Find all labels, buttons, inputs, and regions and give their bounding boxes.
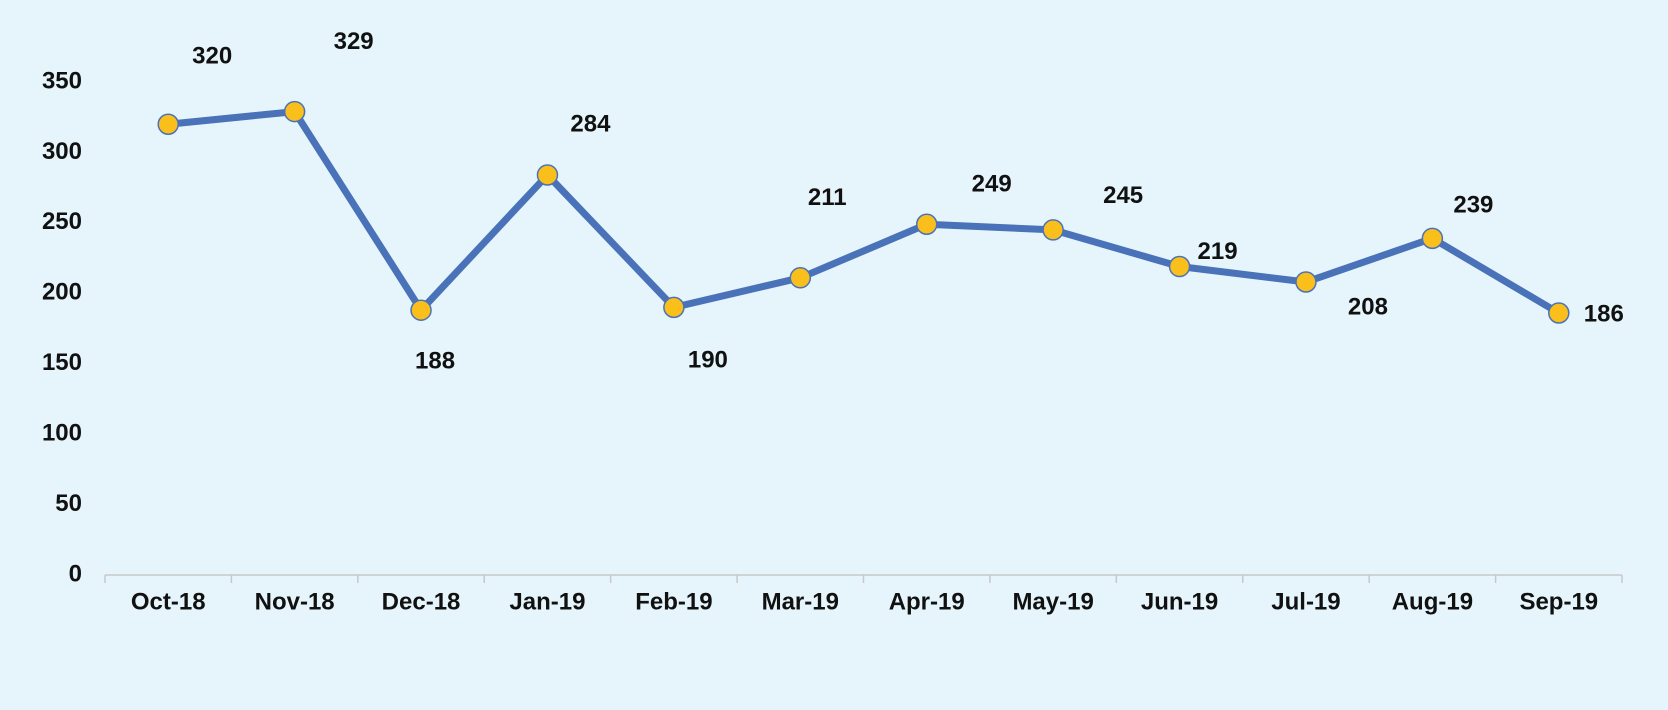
marker xyxy=(789,267,812,289)
x-tick-label: Oct-18 xyxy=(131,588,206,615)
x-tick-label: Apr-19 xyxy=(889,588,965,615)
y-tick-label: 0 xyxy=(69,560,82,587)
y-tick-label: 150 xyxy=(42,349,82,376)
x-tick-label: May-19 xyxy=(1012,588,1093,615)
data-label: 190 xyxy=(688,347,728,374)
data-label: 245 xyxy=(1103,182,1143,209)
marker xyxy=(410,299,432,321)
data-label: 239 xyxy=(1453,192,1493,219)
y-tick-label: 100 xyxy=(42,419,82,446)
marker xyxy=(1548,302,1570,324)
x-tick-label: Sep-19 xyxy=(1519,588,1598,615)
x-tick-label: Jan-19 xyxy=(509,588,585,615)
x-tick-label: Feb-19 xyxy=(635,588,712,615)
x-tick-label: Jul-19 xyxy=(1271,588,1340,615)
y-tick-label: 300 xyxy=(42,138,82,165)
x-tick-label: Jun-19 xyxy=(1141,588,1218,615)
data-label: 329 xyxy=(334,28,374,55)
data-label: 219 xyxy=(1198,238,1238,265)
data-label: 208 xyxy=(1348,293,1388,320)
y-tick-label: 250 xyxy=(42,208,82,235)
y-tick-label: 350 xyxy=(42,67,82,94)
data-label: 188 xyxy=(415,348,455,375)
data-label: 320 xyxy=(192,43,232,70)
x-tick-label: Dec-18 xyxy=(382,588,461,615)
line xyxy=(167,108,1561,317)
marker xyxy=(1042,219,1064,241)
marker xyxy=(157,113,179,136)
data-label: 249 xyxy=(972,171,1012,198)
x-tick-label: Aug-19 xyxy=(1392,588,1473,615)
x-tick-label: Mar-19 xyxy=(762,588,839,615)
marker xyxy=(663,296,685,319)
y-tick-label: 200 xyxy=(42,279,82,306)
data-label: 284 xyxy=(570,110,611,137)
marker xyxy=(1295,271,1317,293)
data-label: 211 xyxy=(808,184,847,211)
data-label: 186 xyxy=(1584,300,1624,327)
y-tick-label: 50 xyxy=(55,490,82,517)
marker xyxy=(915,213,938,236)
marker xyxy=(536,164,559,186)
marker xyxy=(1168,255,1191,278)
x-tick-label: Nov-18 xyxy=(255,588,335,615)
marker xyxy=(283,100,306,123)
marker xyxy=(1421,227,1444,250)
